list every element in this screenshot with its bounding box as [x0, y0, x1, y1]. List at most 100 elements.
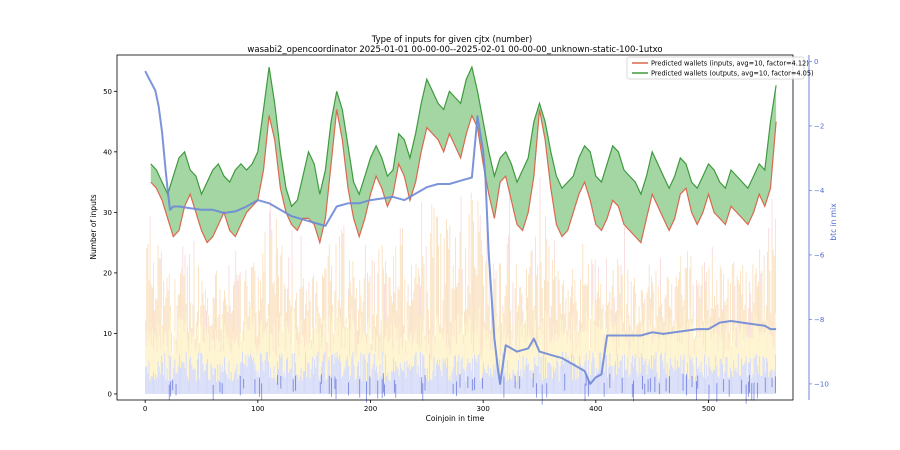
bar-orange	[440, 233, 442, 333]
bar-orange	[278, 276, 280, 348]
bar-orange	[416, 283, 418, 344]
bar-yellow	[433, 333, 435, 357]
bar-pink	[439, 324, 441, 334]
bar-yellow	[275, 356, 277, 382]
bar-orange	[619, 293, 621, 315]
bar-pink	[735, 326, 737, 347]
bar-dark-blue	[696, 381, 698, 401]
bar-orange	[583, 286, 585, 331]
bar-yellow	[248, 329, 250, 358]
bar-yellow	[759, 334, 761, 356]
bar-orange	[190, 302, 192, 334]
bar-blue	[518, 360, 519, 394]
bar-blue	[708, 357, 710, 394]
bar-blue	[655, 351, 657, 394]
y-tick-label: 0	[108, 390, 112, 398]
bar-orange	[651, 276, 652, 311]
bar-blue	[769, 371, 771, 394]
bar-orange	[445, 219, 447, 347]
bar-orange	[613, 322, 615, 328]
bar-dark-blue	[254, 379, 256, 394]
bar-yellow	[178, 316, 180, 355]
bar-blue	[169, 356, 171, 394]
bar-yellow	[546, 354, 548, 379]
bar-blue	[745, 356, 747, 394]
bar-orange	[438, 245, 439, 325]
bar-orange	[415, 263, 417, 330]
bar-orange	[596, 292, 598, 328]
bar-orange	[590, 318, 592, 349]
bar-yellow	[185, 313, 187, 352]
bar-blue	[726, 357, 728, 394]
bar-orange	[581, 323, 583, 329]
bar-orange	[245, 276, 247, 317]
bar-yellow	[664, 326, 666, 353]
bar-orange	[280, 255, 282, 317]
bar-orange	[297, 326, 299, 345]
bar-blue	[278, 369, 280, 394]
bar-blue	[624, 354, 625, 394]
bar-blue	[589, 381, 590, 394]
bar-blue	[702, 377, 704, 394]
bar-yellow	[368, 319, 370, 354]
bar-yellow	[521, 336, 523, 378]
bar-blue	[422, 353, 424, 394]
bar-blue	[694, 376, 696, 394]
bar-blue	[504, 373, 506, 394]
bar-dark-blue	[633, 380, 634, 402]
bar-blue	[630, 362, 632, 394]
bar-blue	[758, 373, 759, 394]
bar-blue	[717, 375, 719, 394]
bar-pink	[192, 304, 194, 308]
bar-orange	[635, 292, 637, 307]
bar-blue	[737, 353, 739, 394]
bar-orange	[467, 285, 469, 332]
bar-blue	[676, 360, 678, 394]
bar-orange	[423, 263, 425, 321]
bar-pink	[733, 261, 735, 274]
bar-yellow	[590, 348, 592, 376]
bar-yellow	[559, 318, 561, 367]
bar-blue	[496, 356, 498, 394]
bar-yellow	[296, 339, 298, 375]
bar-blue	[361, 381, 363, 394]
bar-yellow	[204, 326, 206, 371]
bar-yellow	[767, 320, 768, 362]
bar-blue	[388, 379, 390, 394]
bar-orange	[264, 231, 266, 330]
bar-yellow	[323, 319, 325, 355]
bar-yellow	[653, 311, 655, 357]
bar-orange	[539, 209, 541, 329]
bar-orange	[709, 316, 711, 330]
bar-blue	[450, 380, 452, 394]
bar-blue	[660, 354, 661, 394]
bar-orange	[494, 279, 496, 335]
bar-orange	[326, 341, 328, 361]
bar-yellow	[318, 361, 320, 380]
bar-blue	[267, 361, 269, 394]
bar-yellow	[473, 352, 474, 380]
bar-yellow	[608, 333, 610, 368]
bar-orange	[353, 277, 355, 326]
bar-orange	[666, 276, 668, 320]
bar-yellow	[435, 319, 437, 364]
bar-yellow	[747, 337, 749, 364]
bar-blue	[333, 363, 335, 394]
bar-yellow	[724, 349, 726, 373]
bar-yellow	[710, 338, 712, 371]
bar-blue	[699, 371, 701, 394]
bar-orange	[242, 331, 243, 334]
bar-blue	[568, 360, 570, 394]
fill-between-area	[150, 67, 777, 243]
bar-orange	[194, 338, 196, 351]
bar-blue	[491, 373, 492, 394]
bar-orange	[563, 280, 565, 335]
bar-yellow	[718, 336, 720, 378]
bar-blue	[160, 355, 162, 394]
bar-orange	[150, 284, 152, 346]
bar-blue	[323, 354, 325, 394]
bar-orange	[582, 243, 584, 333]
bar-pink	[184, 254, 186, 273]
bar-blue	[505, 381, 507, 394]
bar-orange	[605, 290, 607, 328]
